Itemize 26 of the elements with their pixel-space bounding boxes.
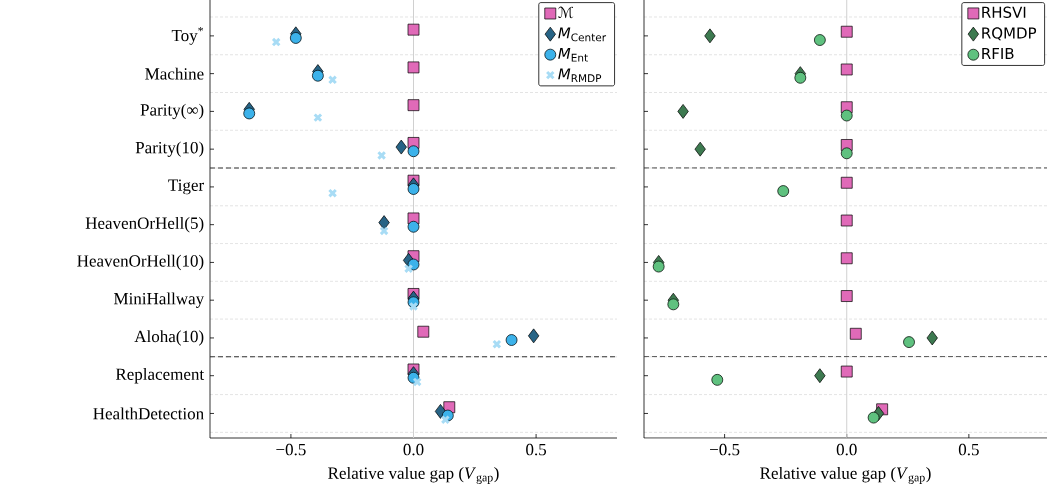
y-tick-label: Machine	[145, 67, 204, 80]
y-tick-label: Tiger	[168, 179, 204, 195]
y-tick-label: Aloha(10)	[134, 330, 204, 346]
legend-label: M$_{Center}$	[558, 27, 607, 42]
x-axis-title: Relative value gap (V$_{gap}$)	[760, 466, 931, 484]
y-tick-label: HealthDetection	[93, 407, 204, 420]
legend-label: RHSVI	[982, 6, 1026, 18]
x-tick-label: −0.5	[276, 443, 306, 456]
x-tick-label: 0.5	[958, 443, 979, 456]
legend-label: M$_{Ent}$	[558, 47, 588, 62]
y-tick-label: Replacement	[115, 368, 205, 384]
y-tick-label: MiniHallway	[113, 292, 205, 308]
y-tick-label: Toy$^{*}$	[171, 27, 204, 45]
legend-label: ℳ	[558, 6, 574, 19]
x-tick-label: 0.5	[526, 443, 547, 456]
y-tick-label: Parity(∞)	[140, 103, 204, 120]
y-tick-label: HeavenOrHell(10)	[77, 254, 204, 271]
x-tick-label: 0.0	[403, 443, 424, 456]
legend-label: M$_{RMDP}$	[558, 68, 602, 83]
x-axis-title: Relative value gap (V$_{gap}$)	[328, 466, 499, 484]
y-tick-label: HeavenOrHell(5)	[85, 216, 204, 233]
x-tick-label: −0.5	[710, 443, 740, 456]
y-tick-label: Parity(10)	[135, 141, 204, 157]
x-tick-label: 0.0	[836, 443, 857, 456]
legend-label: RFIB	[982, 47, 1014, 59]
legend-label: RQMDP	[982, 27, 1037, 41]
